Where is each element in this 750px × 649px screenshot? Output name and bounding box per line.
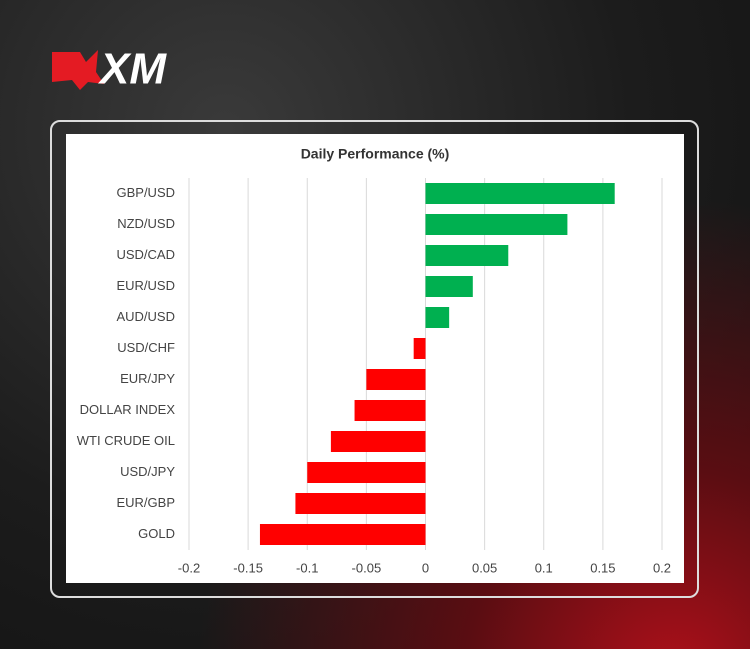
x-tick-label: 0.2 <box>653 560 671 575</box>
panel-border <box>50 120 699 598</box>
logo: XM <box>97 45 167 94</box>
chart-title: Daily Performance (%) <box>301 146 450 162</box>
x-tick-label: -0.1 <box>296 560 318 575</box>
x-tick-label: -0.2 <box>178 560 200 575</box>
y-tick-label: EUR/JPY <box>120 371 175 386</box>
y-tick-label: NZD/USD <box>117 216 175 231</box>
logo-icon <box>52 50 104 90</box>
x-tick-label: 0 <box>422 560 429 575</box>
bar <box>425 183 615 204</box>
y-tick-label: USD/CAD <box>116 247 175 262</box>
y-tick-label: USD/CHF <box>117 340 175 355</box>
bar <box>425 307 450 328</box>
x-tick-label: 0.15 <box>590 560 615 575</box>
bar <box>413 338 426 359</box>
x-tick-label: 0.1 <box>535 560 553 575</box>
y-tick-label: WTI CRUDE OIL <box>77 433 175 448</box>
y-tick-label: EUR/GBP <box>116 495 175 510</box>
bar <box>354 400 426 421</box>
x-tick-label: 0.05 <box>472 560 497 575</box>
x-tick-label: -0.15 <box>233 560 263 575</box>
bar <box>307 462 426 483</box>
y-tick-label: DOLLAR INDEX <box>80 402 176 417</box>
bar <box>425 245 509 266</box>
bar <box>330 431 426 452</box>
y-tick-label: EUR/USD <box>116 278 175 293</box>
bar <box>295 493 426 514</box>
bar <box>425 276 473 297</box>
bar <box>259 524 426 545</box>
y-tick-label: AUD/USD <box>116 309 175 324</box>
y-tick-label: USD/JPY <box>120 464 175 479</box>
y-tick-label: GBP/USD <box>116 185 175 200</box>
bar <box>425 214 568 235</box>
y-tick-label: GOLD <box>138 526 175 541</box>
bar <box>366 369 426 390</box>
x-tick-label: -0.05 <box>352 560 382 575</box>
